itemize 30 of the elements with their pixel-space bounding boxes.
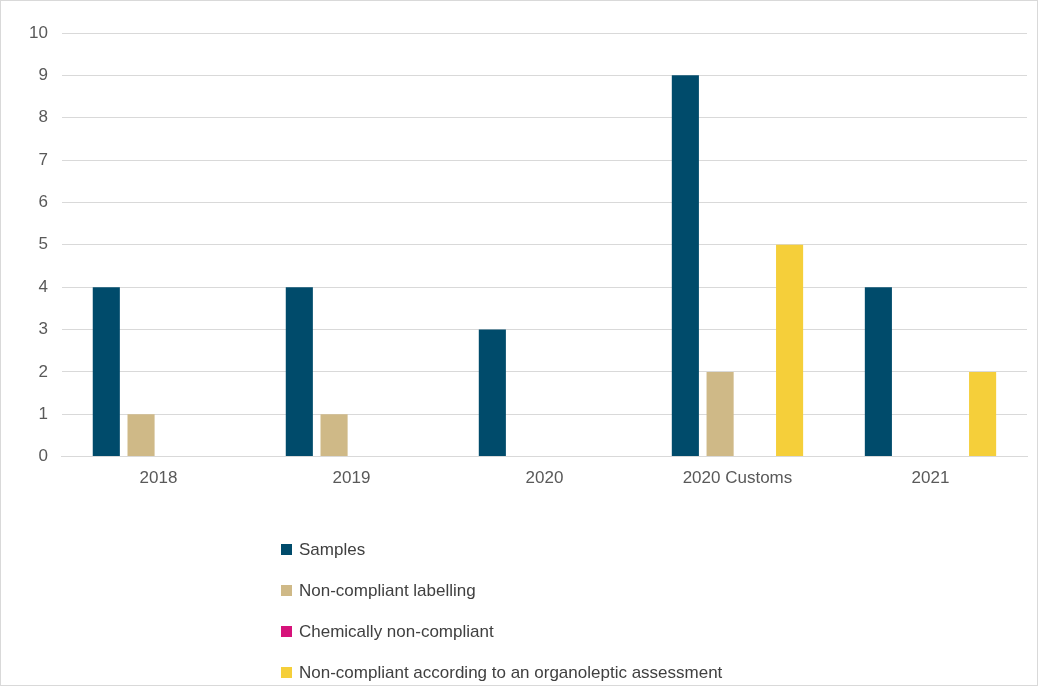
bar: [671, 75, 699, 457]
legend-label: Non-compliant according to an organoleptic assessment: [299, 662, 723, 683]
x-tick-label: 2019: [332, 468, 371, 488]
y-tick-label: 9: [38, 65, 48, 85]
bar: [969, 371, 997, 457]
y-tick-label: 0: [38, 446, 48, 466]
y-tick-label: 1: [38, 403, 48, 423]
y-tick-label: 4: [38, 276, 48, 296]
y-tick-label: 2: [38, 361, 48, 381]
bar: [285, 287, 313, 457]
y-tick-label: 10: [28, 22, 48, 42]
bar: [864, 287, 892, 457]
bar: [478, 329, 506, 457]
bar: [92, 287, 120, 457]
legend-label: Samples: [299, 539, 366, 560]
y-tick-label: 5: [38, 234, 48, 254]
legend-label: Chemically non-compliant: [299, 621, 494, 642]
bar: [776, 244, 804, 457]
x-tick-label: 2020 Customs: [682, 468, 793, 488]
x-tick-label: 2020: [525, 468, 564, 488]
bar: [706, 371, 734, 457]
y-tick-label: 3: [38, 319, 48, 339]
x-tick-label: 2021: [911, 468, 950, 488]
y-tick-label: 7: [38, 149, 48, 169]
bar: [127, 414, 155, 457]
y-tick-label: 8: [38, 107, 48, 127]
y-tick-label: 6: [38, 192, 48, 212]
bar: [320, 414, 348, 457]
x-tick-label: 2018: [139, 468, 178, 488]
legend-label: Non-compliant labelling: [299, 580, 476, 601]
